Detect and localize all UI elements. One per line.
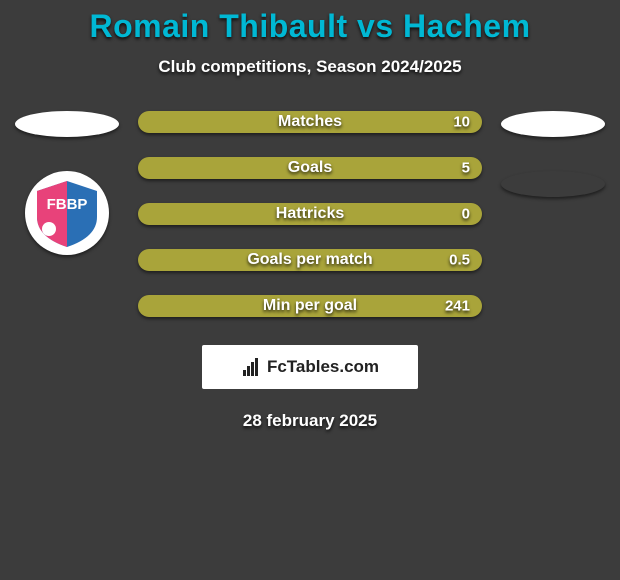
- stat-bar: Min per goal 241: [138, 295, 482, 317]
- date-line: 28 february 2025: [0, 411, 620, 431]
- left-side-column: FBBP: [14, 111, 120, 255]
- stat-value-right: 5: [462, 160, 470, 177]
- fbbp-shield-icon: FBBP: [31, 177, 103, 249]
- stat-bar: Goals 5: [138, 157, 482, 179]
- footer-brand-text: FcTables.com: [267, 357, 379, 377]
- player-ellipse-left-1: [15, 111, 119, 137]
- main-row: FBBP Matches 10 Goals 5 Hattricks 0 Goals per …: [0, 111, 620, 317]
- stat-value-right: 0: [462, 206, 470, 223]
- stat-value-right: 241: [445, 298, 470, 315]
- footer-brand-box[interactable]: FcTables.com: [202, 345, 418, 389]
- stat-value-right: 0.5: [449, 252, 470, 269]
- subtitle: Club competitions, Season 2024/2025: [0, 57, 620, 77]
- stat-label: Hattricks: [276, 205, 344, 223]
- player-ellipse-right-1: [501, 111, 605, 137]
- right-side-column: [500, 111, 606, 197]
- stat-label: Goals per match: [247, 251, 372, 269]
- club-badge-left: FBBP: [25, 171, 109, 255]
- stat-label: Goals: [288, 159, 332, 177]
- stat-bar: Goals per match 0.5: [138, 249, 482, 271]
- stats-bars: Matches 10 Goals 5 Hattricks 0 Goals per match…: [138, 111, 482, 317]
- stat-bar: Matches 10: [138, 111, 482, 133]
- stat-bar: Hattricks 0: [138, 203, 482, 225]
- badge-text: FBBP: [47, 196, 88, 213]
- club-badge-shield: FBBP: [31, 177, 103, 249]
- stat-label: Min per goal: [263, 297, 357, 315]
- player-ellipse-right-2: [501, 171, 605, 197]
- fctables-logo-icon: [241, 356, 263, 378]
- stat-label: Matches: [278, 113, 342, 131]
- comparison-card: Romain Thibault vs Hachem Club competiti…: [0, 0, 620, 431]
- stat-value-right: 10: [453, 114, 470, 131]
- page-title: Romain Thibault vs Hachem: [0, 8, 620, 45]
